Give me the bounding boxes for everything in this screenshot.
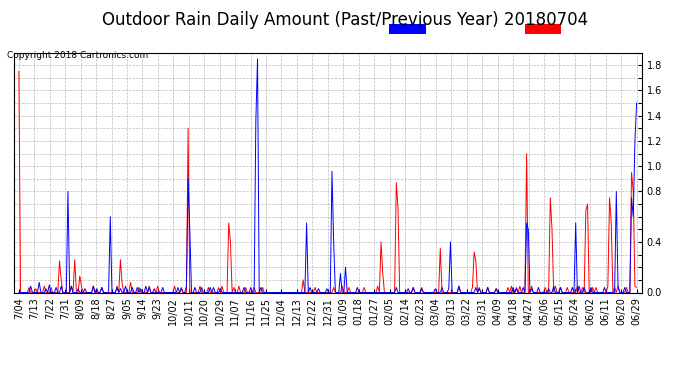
Text: Outdoor Rain Daily Amount (Past/Previous Year) 20180704: Outdoor Rain Daily Amount (Past/Previous… [102, 11, 588, 29]
Text: Copyright 2018 Cartronics.com: Copyright 2018 Cartronics.com [7, 51, 148, 60]
Legend: Previous  (Inches), Past  (Inches): Previous (Inches), Past (Inches) [387, 22, 636, 37]
